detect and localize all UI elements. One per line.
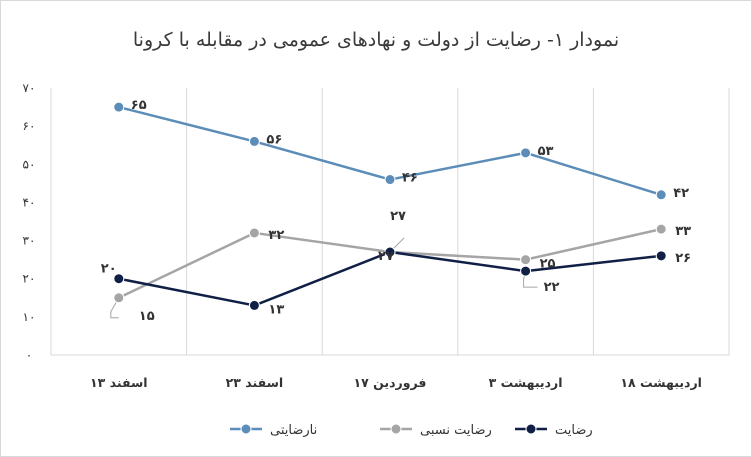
- data-point: [520, 265, 532, 277]
- data-point: [248, 135, 260, 147]
- x-category-label: ۲۳ اسفند: [226, 375, 284, 390]
- data-label: ۴۶: [402, 171, 418, 186]
- y-tick-label: ۱۰: [23, 310, 36, 324]
- x-category-label: ۳ اردیبهشت: [489, 375, 563, 390]
- y-tick-label: ۴۰: [23, 195, 36, 209]
- x-category-label: ۱۸ اردیبهشت: [620, 375, 702, 390]
- y-tick-label: ۵۰: [23, 157, 36, 171]
- data-label: ۲۷: [378, 249, 394, 264]
- legend-label: رضایت: [555, 423, 593, 438]
- y-axis: ۰ ۱۰ ۲۰ ۳۰ ۴۰ ۵۰ ۶۰ ۷۰: [23, 81, 36, 362]
- data-label: ۳۲: [268, 228, 284, 243]
- data-label: ۴۲: [673, 186, 689, 201]
- y-tick-label: ۶۰: [23, 119, 36, 133]
- chart-title: نمودار ۱- رضایت از دولت و نهادهای عمومی …: [133, 29, 619, 51]
- data-point: [520, 254, 532, 266]
- legend-swatch-marker: [240, 423, 252, 435]
- data-point: [655, 250, 667, 262]
- x-category-label: ۱۷ فروردین: [354, 375, 427, 390]
- data-label: ۲۷: [390, 209, 406, 224]
- data-label-leader: [110, 297, 120, 319]
- data-label: ۲۶: [675, 251, 691, 266]
- x-axis: ۱۳ اسفند ۲۳ اسفند ۱۷ فروردین ۳ اردیبهشت ۱۸ ا…: [90, 375, 702, 390]
- data-label: ۵۶: [266, 132, 282, 147]
- data-label: ۶۵: [131, 98, 147, 113]
- data-point: [655, 223, 667, 235]
- y-tick-label: ۳۰: [23, 234, 36, 248]
- legend: نارضایتی رضایت نسبی رضایت: [230, 423, 593, 438]
- legend-label: نارضایتی: [270, 423, 317, 438]
- data-point: [113, 292, 125, 304]
- data-label: ۵۳: [538, 144, 554, 159]
- y-tick-label: ۲۰: [23, 272, 36, 286]
- data-point: [655, 189, 667, 201]
- gridlines: [50, 88, 730, 356]
- y-tick-label: ۰: [26, 348, 32, 362]
- y-tick-label: ۷۰: [23, 81, 36, 95]
- data-point: [113, 273, 125, 285]
- series-group: ۶۵ ۵۶ ۴۶ ۵۳ ۴۲ ۱۵ ۳۲ ۲۷ ۲۵ ۳۳ ۲۰ ۱۳ ۲۷ ۲۲ ۲۶: [101, 98, 691, 324]
- data-point: [520, 147, 532, 159]
- data-point: [248, 299, 260, 311]
- data-label: ۱۵: [139, 309, 155, 324]
- data-label: ۲۰: [101, 262, 117, 277]
- data-label: ۲۲: [544, 280, 560, 295]
- data-point: [384, 246, 396, 258]
- legend-swatch-marker: [525, 423, 537, 435]
- data-point: [248, 227, 260, 239]
- data-label: ۲۵: [540, 257, 556, 272]
- data-label: ۱۳: [268, 302, 284, 317]
- legend-label: رضایت نسبی: [420, 423, 492, 438]
- data-point: [113, 101, 125, 113]
- legend-swatch-marker: [390, 423, 402, 435]
- data-point: [384, 174, 396, 186]
- data-label: ۳۳: [675, 224, 691, 239]
- x-category-label: ۱۳ اسفند: [90, 375, 148, 390]
